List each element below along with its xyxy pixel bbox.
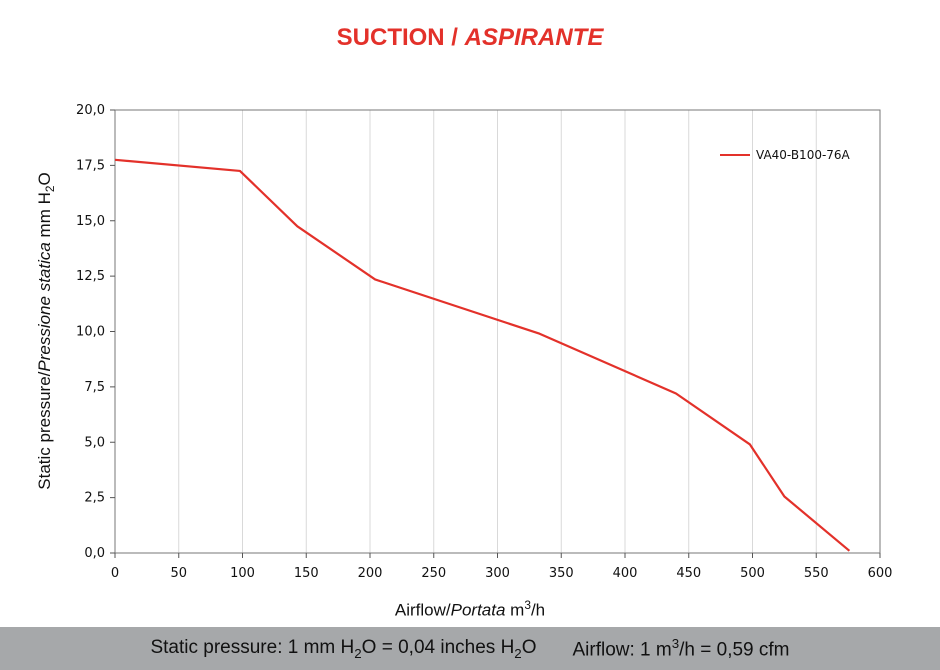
x-label-unit: m — [505, 600, 525, 620]
x-tick-label: 400 — [613, 566, 638, 581]
x-label-italic: Portata — [450, 600, 506, 620]
x-tick-label: 250 — [421, 566, 446, 581]
chart-title: SUCTION / ASPIRANTE — [0, 24, 940, 52]
y-tick-label: 15,0 — [76, 214, 105, 229]
x-axis-label: Airflow/Portata m3/h — [0, 598, 940, 621]
y-label-part1: Static pressure/ — [34, 371, 54, 490]
x-label-unit-end: /h — [530, 600, 546, 620]
x-tick-label: 150 — [294, 566, 319, 581]
x-tick-label: 450 — [676, 566, 701, 581]
series-line — [114, 158, 851, 552]
footer-airflow-conversion: Airflow: 1 m3/h = 0,59 cfm — [572, 635, 790, 661]
x-tick-label: 550 — [804, 566, 829, 581]
title-italic: ASPIRANTE — [464, 24, 604, 51]
conversion-footer: Static pressure: 1 mm H2O = 0,04 inches … — [0, 627, 940, 670]
x-tick-label: 200 — [358, 566, 383, 581]
x-tick-label: 350 — [549, 566, 574, 581]
legend-swatch — [720, 154, 750, 156]
title-main: SUCTION / — [336, 24, 458, 51]
y-label-sub: 2 — [43, 185, 58, 193]
y-tick-label: 17,5 — [76, 158, 105, 173]
x-tick-label: 100 — [230, 566, 255, 581]
x-tick-label: 500 — [740, 566, 765, 581]
y-axis-label: Static pressure/Pressione statica mm H2O — [35, 172, 57, 489]
chart-area: 0 50 100 150 200 250 300 350 400 450 500 550 600 0,0 2… — [76, 103, 893, 581]
y-tick-label: 0,0 — [84, 546, 105, 561]
x-label-sup: 3 — [524, 598, 531, 612]
x-label-part1: Airflow/ — [394, 600, 451, 620]
y-label-unit-end: O — [34, 172, 54, 186]
x-tick-label: 0 — [111, 566, 119, 581]
y-tick-label: 10,0 — [76, 325, 105, 340]
x-tick-label: 600 — [868, 566, 893, 581]
legend-label: VA40-B100-76A — [756, 148, 850, 162]
y-label-unit: mm H — [34, 192, 54, 243]
y-tick-label: 5,0 — [84, 435, 105, 450]
x-tick-label: 300 — [485, 566, 510, 581]
x-tick-label: 50 — [170, 566, 187, 581]
y-label-italic: Pressione statica — [34, 242, 54, 372]
legend: VA40-B100-76A — [720, 148, 850, 162]
y-tick-label: 2,5 — [84, 491, 105, 506]
y-tick-label: 20,0 — [76, 103, 105, 118]
y-tick-label: 12,5 — [76, 269, 105, 284]
footer-pressure-conversion: Static pressure: 1 mm H2O = 0,04 inches … — [150, 636, 537, 661]
y-tick-label: 7,5 — [84, 380, 105, 395]
